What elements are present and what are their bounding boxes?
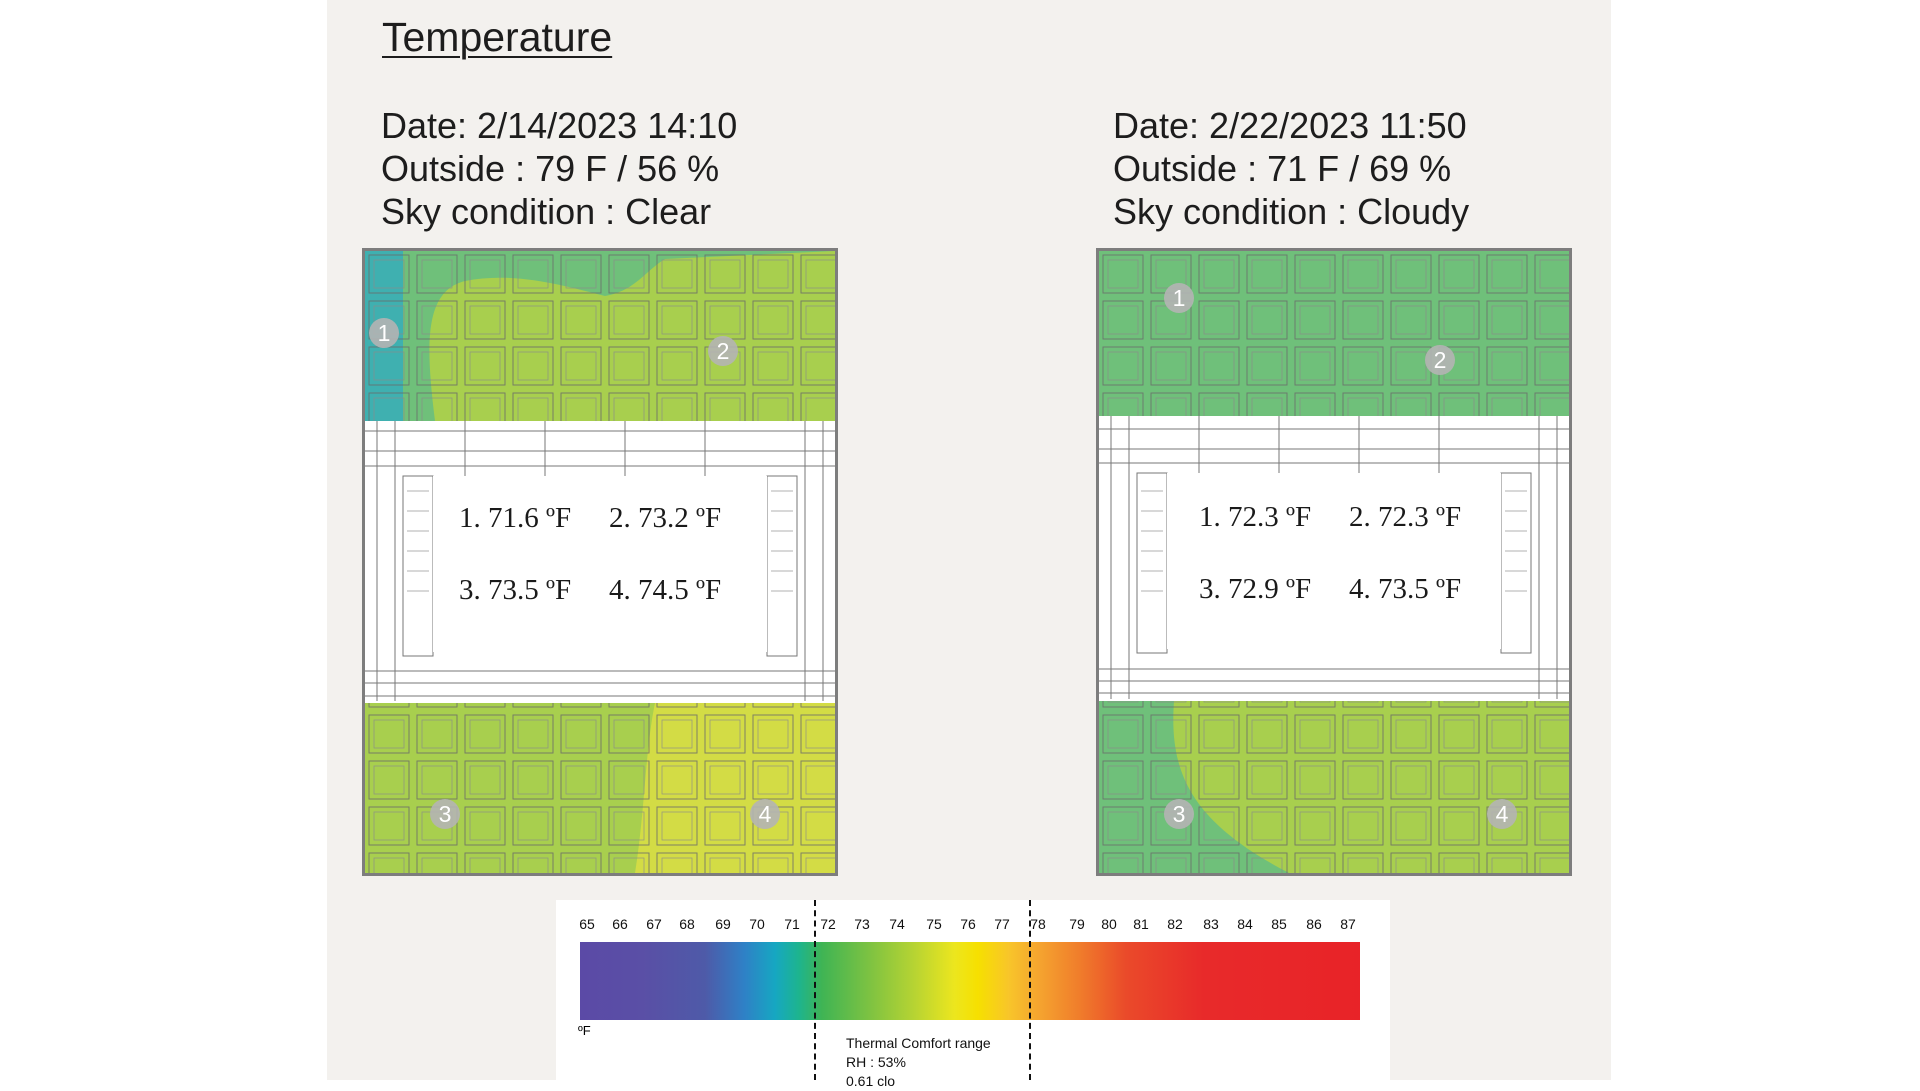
- left-info: Date: 2/14/2023 14:10 Outside : 79 F / 5…: [381, 104, 737, 233]
- comfort-title: Thermal Comfort range: [846, 1035, 991, 1051]
- left-reading-1: 1. 71.6 ºF: [459, 502, 572, 534]
- legend-unit: ºF: [578, 1023, 591, 1038]
- legend-tick-85: 85: [1271, 916, 1287, 932]
- legend-tick-77: 77: [994, 916, 1010, 932]
- left-date: Date: 2/14/2023 14:10: [381, 105, 738, 146]
- legend-tick-72: 72: [820, 916, 836, 932]
- legend-tick-79: 79: [1069, 916, 1085, 932]
- comfort-clo: 0.61 clo: [846, 1073, 896, 1089]
- legend-tick-73: 73: [854, 916, 870, 932]
- right-outside: Outside : 71 F / 69 %: [1113, 148, 1452, 189]
- right-reading-4: 4. 73.5 ºF: [1349, 573, 1462, 605]
- right-reading-2: 2. 72.3 ºF: [1349, 501, 1462, 533]
- legend-tick-78: 78: [1030, 916, 1046, 932]
- legend-tick-75: 75: [926, 916, 942, 932]
- legend-tick-82: 82: [1167, 916, 1183, 932]
- legend-tick-83: 83: [1203, 916, 1219, 932]
- color-scale-bar: [580, 942, 1360, 1020]
- temperature-legend: 65 66 67 68 69 70 71 72 73 74 75 76 77 78 79 80 81 82 83 84…: [556, 900, 1390, 1089]
- legend-tick-81: 81: [1133, 916, 1149, 932]
- left-readings-box: 1. 71.6 ºF 2. 73.2 ºF 3. 73.5 ºF 4. 74.5…: [433, 476, 767, 652]
- page-title: Temperature: [382, 14, 613, 60]
- right-marker-3: 3: [1164, 799, 1194, 829]
- left-sky: Sky condition : Clear: [381, 191, 712, 232]
- legend-tick-86: 86: [1306, 916, 1322, 932]
- legend-tick-76: 76: [960, 916, 976, 932]
- legend-tick-68: 68: [679, 916, 695, 932]
- left-reading-3: 3. 73.5 ºF: [459, 574, 572, 606]
- legend-tick-65: 65: [579, 916, 595, 932]
- legend-tick-66: 66: [612, 916, 628, 932]
- left-marker-2: 2: [708, 336, 738, 366]
- legend-tick-67: 67: [646, 916, 662, 932]
- legend-tick-74: 74: [889, 916, 905, 932]
- right-marker-2: 2: [1425, 345, 1455, 375]
- right-floor-plan: 1. 72.3 ºF 2. 72.3 ºF 3. 72.9 ºF 4. 73.5…: [1096, 248, 1572, 876]
- legend-tick-70: 70: [749, 916, 765, 932]
- right-sky: Sky condition : Cloudy: [1113, 191, 1470, 232]
- right-marker-4: 4: [1487, 799, 1517, 829]
- right-readings-box: 1. 72.3 ºF 2. 72.3 ºF 3. 72.9 ºF 4. 73.5…: [1167, 473, 1501, 649]
- left-marker-3: 3: [430, 799, 460, 829]
- left-marker-1: 1: [369, 318, 399, 348]
- legend-tick-69: 69: [715, 916, 731, 932]
- right-date: Date: 2/22/2023 11:50: [1113, 105, 1467, 146]
- right-reading-1: 1. 72.3 ºF: [1199, 501, 1312, 533]
- legend-tick-84: 84: [1237, 916, 1253, 932]
- comfort-range-note: Thermal Comfort range RH : 53% 0.61 clo: [846, 1034, 991, 1091]
- comfort-upper-bound: [1029, 900, 1031, 1080]
- comfort-rh: RH : 53%: [846, 1054, 906, 1070]
- left-marker-4: 4: [750, 799, 780, 829]
- right-info: Date: 2/22/2023 11:50 Outside : 71 F / 6…: [1113, 104, 1469, 233]
- left-floor-plan: 1. 71.6 ºF 2. 73.2 ºF 3. 73.5 ºF 4. 74.5…: [362, 248, 838, 876]
- legend-tick-71: 71: [784, 916, 800, 932]
- left-reading-4: 4. 74.5 ºF: [609, 574, 722, 606]
- left-outside: Outside : 79 F / 56 %: [381, 148, 720, 189]
- right-reading-3: 3. 72.9 ºF: [1199, 573, 1312, 605]
- left-reading-2: 2. 73.2 ºF: [609, 502, 722, 534]
- right-marker-1: 1: [1164, 283, 1194, 313]
- comfort-lower-bound: [814, 900, 816, 1080]
- legend-tick-80: 80: [1101, 916, 1117, 932]
- legend-tick-87: 87: [1340, 916, 1356, 932]
- left-heatmap: [365, 251, 835, 873]
